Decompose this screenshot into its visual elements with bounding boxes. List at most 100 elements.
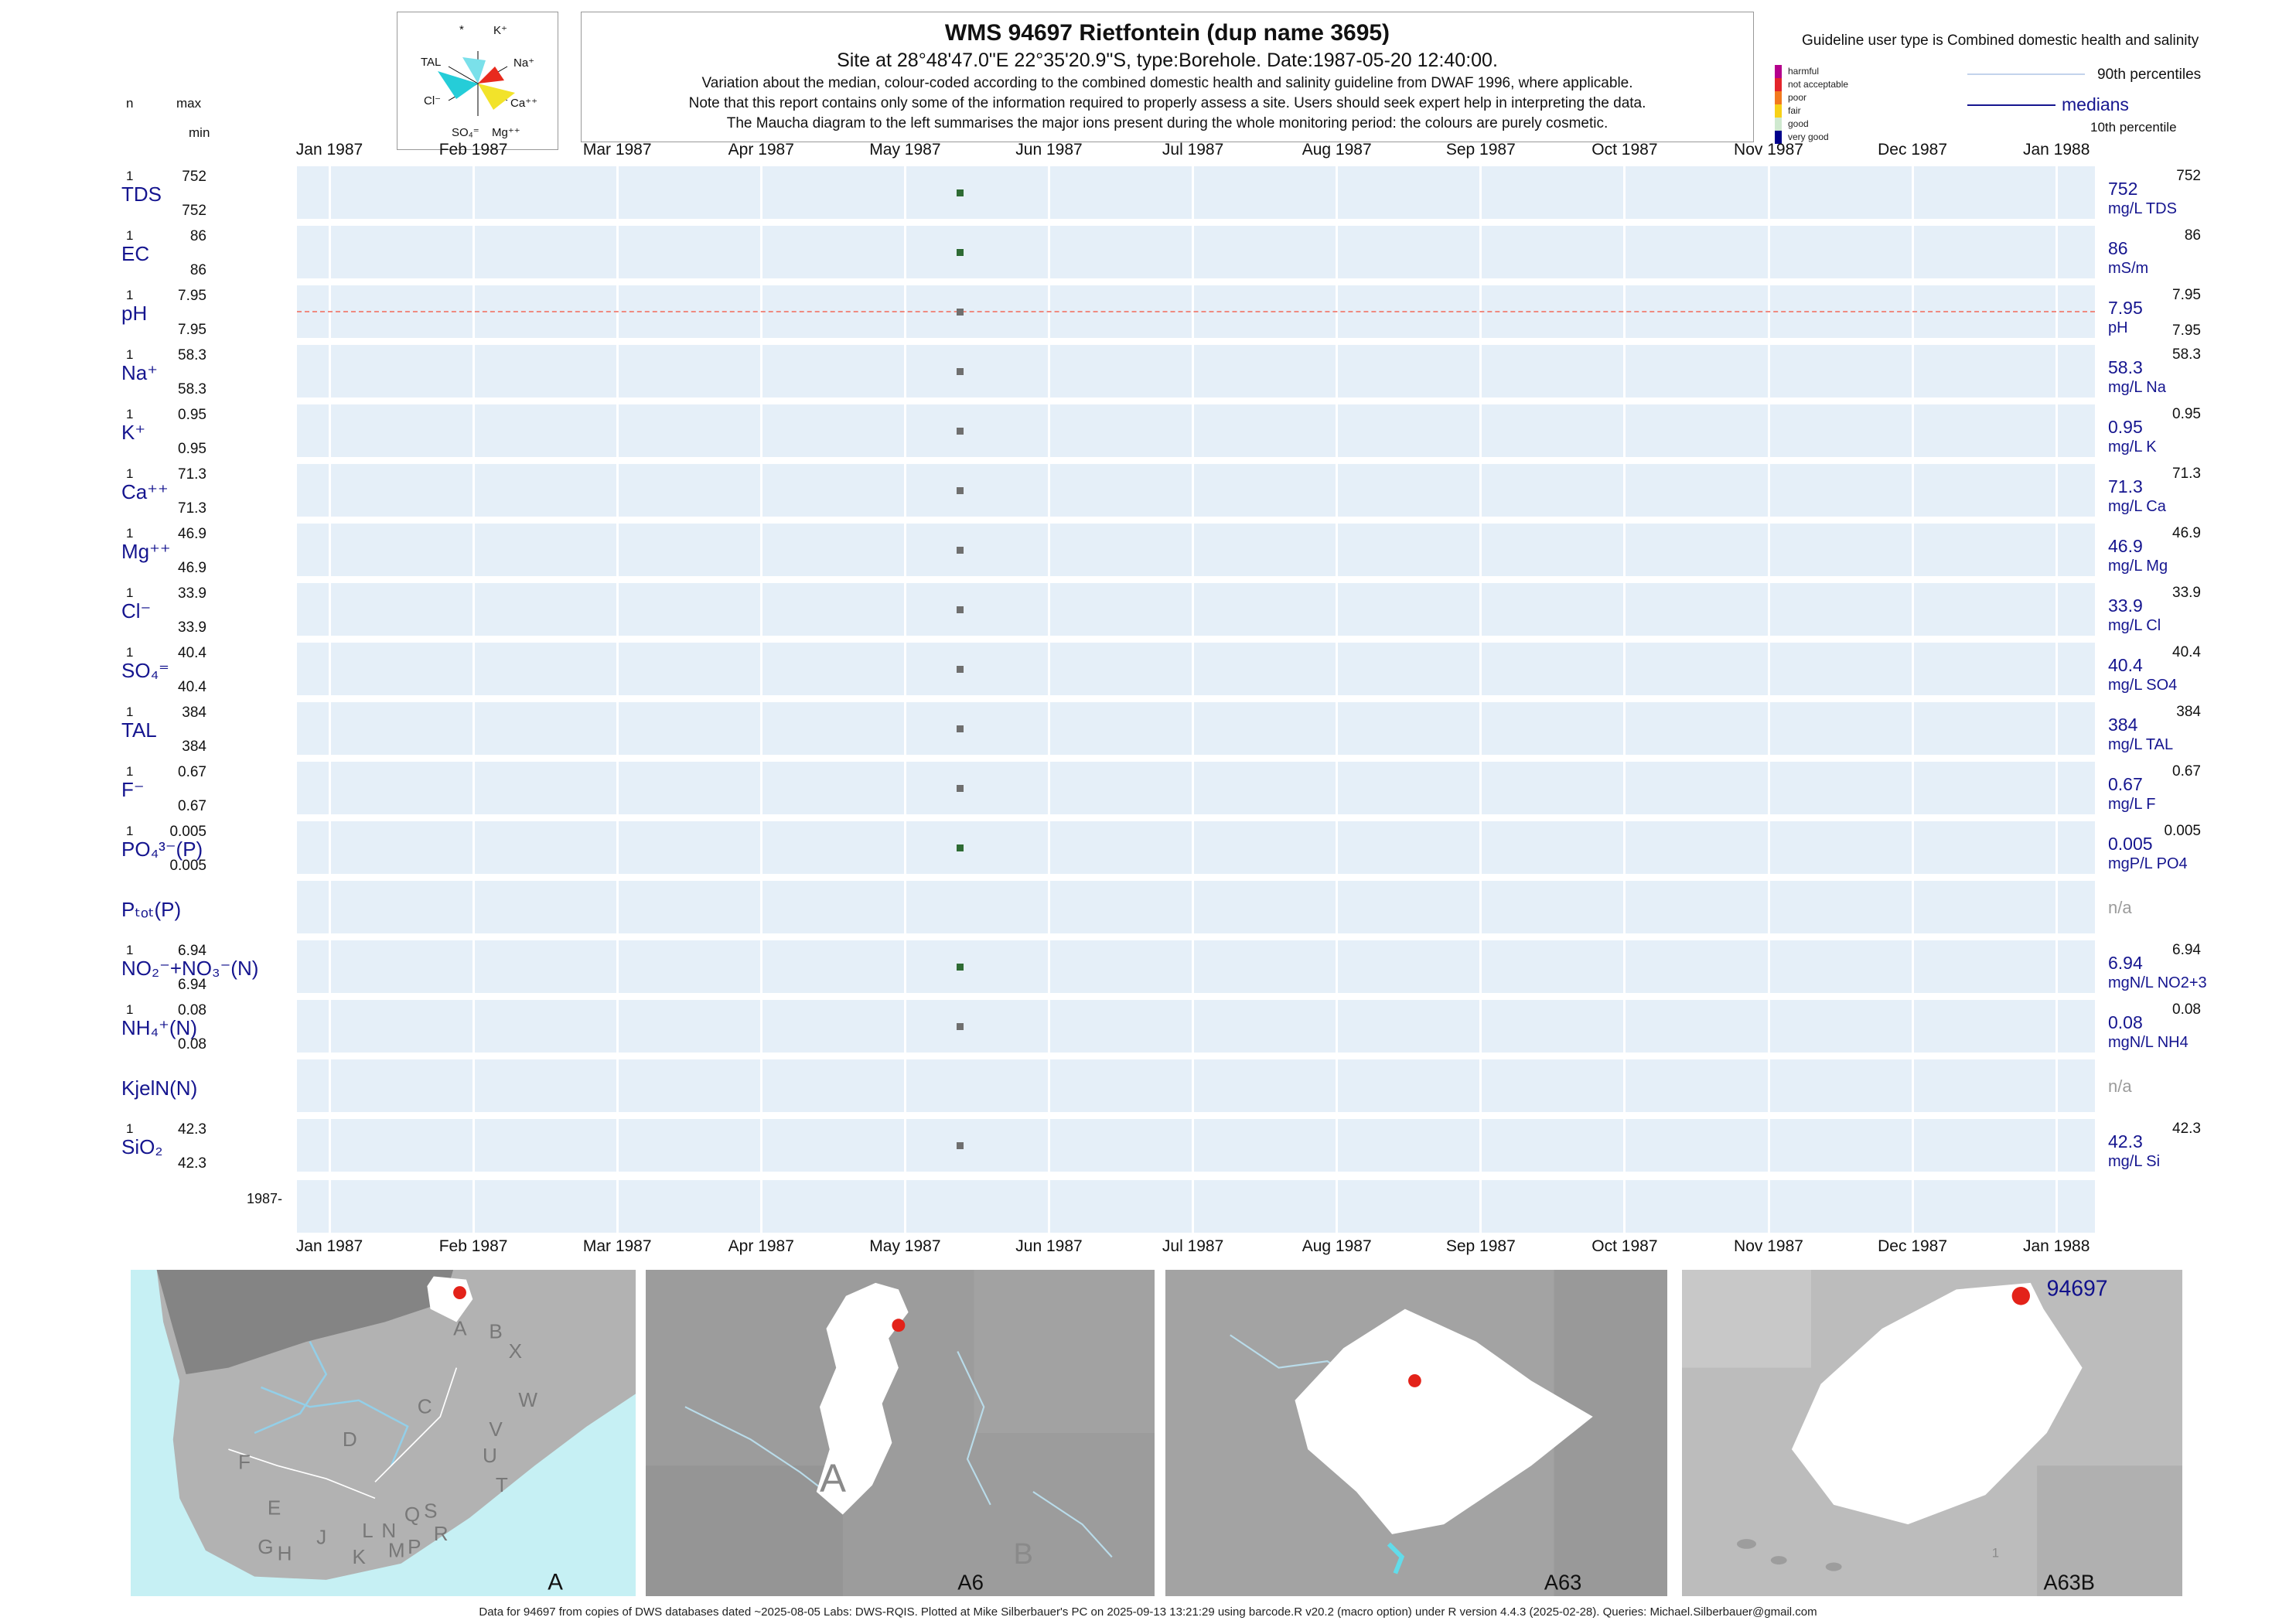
month-gridline <box>616 345 619 397</box>
map-primary-a6-svg: A B A6 <box>646 1270 1155 1596</box>
legend-color-harmful <box>1775 65 1782 78</box>
month-gridline <box>1623 1000 1626 1053</box>
month-gridline <box>1767 702 1770 755</box>
row-median-value: 7.95 <box>2108 298 2143 318</box>
month-gridline <box>1048 643 1050 695</box>
maucha-ion-label: SO₄⁼ <box>452 126 479 139</box>
row-unit-label: mg/L Na <box>2108 379 2166 396</box>
month-gridline <box>472 643 475 695</box>
month-gridline <box>1192 226 1195 278</box>
month-gridline <box>1479 821 1482 874</box>
sample-marker <box>957 964 964 971</box>
month-tick-label: Jan 1987 <box>295 141 363 159</box>
month-gridline <box>1192 1059 1195 1112</box>
month-gridline <box>616 702 619 755</box>
month-gridline <box>759 404 762 457</box>
row-n-count: 1 <box>126 466 134 481</box>
svg-text:A: A <box>453 1316 467 1339</box>
row-n-count: 1 <box>126 764 134 779</box>
row-max-value: 752 <box>182 169 206 185</box>
month-gridline <box>472 1000 475 1053</box>
row-n-count: 1 <box>126 526 134 541</box>
month-tick-label: Mar 1987 <box>582 1237 652 1255</box>
p90-line <box>1967 73 2085 75</box>
month-tick-label: Oct 1987 <box>1592 1237 1658 1255</box>
month-gridline <box>1192 404 1195 457</box>
month-gridline <box>1911 1000 1914 1053</box>
month-gridline <box>616 226 619 278</box>
row-min-value: 71.3 <box>178 500 206 517</box>
row-unit-label: mgP/L PO4 <box>2108 855 2188 872</box>
month-gridline <box>1767 1059 1770 1112</box>
stat-n-label: n <box>126 96 134 111</box>
month-gridline <box>2055 643 2058 695</box>
row-band-cl <box>297 583 2095 636</box>
month-gridline <box>903 345 906 397</box>
month-gridline <box>2055 166 2058 219</box>
row-median-value: 71.3 <box>2108 476 2143 496</box>
svg-text:E: E <box>268 1496 281 1519</box>
month-tick-label: Jan 1988 <box>2022 141 2090 159</box>
row-unit-label: mg/L SO4 <box>2108 677 2178 694</box>
row-unit-label: mg/L TDS <box>2108 200 2177 217</box>
month-gridline <box>1048 821 1050 874</box>
month-gridline <box>2055 583 2058 636</box>
row-median-value: 40.4 <box>2108 655 2143 675</box>
row-p90-value: 6.94 <box>2172 942 2201 958</box>
row-median-value: 33.9 <box>2108 595 2143 616</box>
svg-text:D: D <box>343 1428 357 1451</box>
row-n-count: 1 <box>126 169 134 183</box>
svg-text:S: S <box>424 1499 437 1523</box>
site-info: Site at 28°48'47.0"E 22°35'20.9"S, type:… <box>837 49 1498 71</box>
month-gridline <box>472 345 475 397</box>
month-gridline <box>1767 524 1770 576</box>
sample-marker <box>957 606 964 613</box>
month-gridline <box>1911 702 1914 755</box>
row-band-po4 <box>297 821 2095 874</box>
row-n-count: 1 <box>126 407 134 421</box>
month-gridline <box>472 226 475 278</box>
row-min-value: 0.005 <box>169 858 206 874</box>
month-gridline <box>472 881 475 933</box>
month-gridline <box>759 1059 762 1112</box>
month-gridline <box>328 1119 331 1172</box>
maucha-ion-label: Cl⁻ <box>424 94 442 107</box>
legend-color-very-good <box>1775 131 1782 144</box>
map-tertiary-a63b: 94697 1 A63B <box>1682 1270 2182 1596</box>
month-gridline <box>472 702 475 755</box>
row-parameter-label: Ca⁺⁺ <box>121 480 169 503</box>
month-gridline <box>1336 881 1339 933</box>
month-gridline <box>472 464 475 517</box>
month-gridline <box>1336 1119 1339 1172</box>
station-dot <box>453 1286 466 1299</box>
month-gridline <box>1192 702 1195 755</box>
month-gridline <box>2055 524 2058 576</box>
map-primary-a6: A B A6 <box>646 1270 1155 1596</box>
month-gridline <box>1192 345 1195 397</box>
row-min-value: 752 <box>182 203 206 219</box>
map-tertiary-a63b-svg: 94697 1 A63B <box>1682 1270 2182 1596</box>
row-p90-value: 33.9 <box>2172 585 2201 601</box>
row-min-value: 0.67 <box>178 798 206 814</box>
row-min-value: 58.3 <box>178 381 206 397</box>
map-corner-label: A <box>548 1570 563 1595</box>
row-median-value: 0.67 <box>2108 774 2143 794</box>
row-median-value: 0.08 <box>2108 1012 2143 1032</box>
month-gridline <box>616 881 619 933</box>
legend-color-good <box>1775 118 1782 131</box>
month-gridline <box>1911 940 1914 993</box>
row-band-ec <box>297 226 2095 278</box>
row-p10-value: 7.95 <box>2172 322 2201 339</box>
month-gridline <box>1767 821 1770 874</box>
month-gridline <box>1479 643 1482 695</box>
month-gridline <box>1192 464 1195 517</box>
month-gridline <box>328 583 331 636</box>
month-gridline <box>472 762 475 814</box>
guideline-legend: harmful not acceptable poor fair good very go… <box>1775 65 1929 150</box>
row-n-count: 1 <box>126 943 134 957</box>
month-gridline <box>1336 702 1339 755</box>
month-gridline <box>903 404 906 457</box>
month-gridline <box>759 821 762 874</box>
month-gridline <box>1623 940 1626 993</box>
